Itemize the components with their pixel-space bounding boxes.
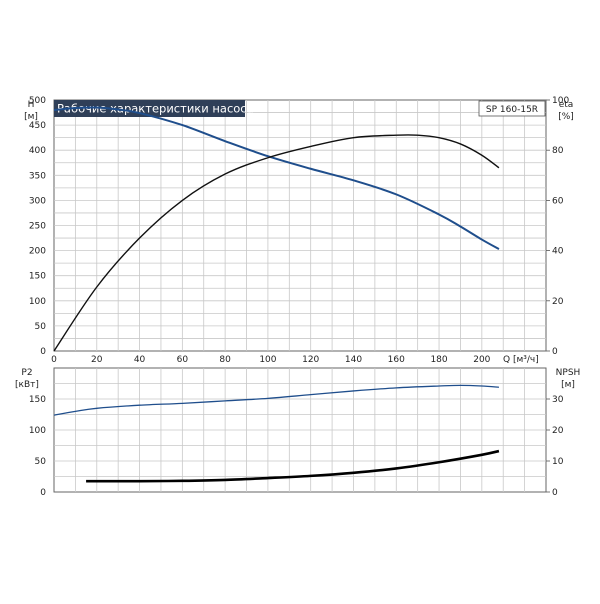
y-left-tick-label: 200 xyxy=(29,247,46,257)
y-left-tick-label: 500 xyxy=(29,96,46,106)
x-tick-label: 40 xyxy=(134,355,146,365)
y-right-tick-label: 0 xyxy=(552,347,558,357)
x-axis-label: Q [м³/ч] xyxy=(503,355,539,365)
x-tick-label: 100 xyxy=(259,355,276,365)
npsh-unit: [м] xyxy=(561,380,575,390)
p2-tick-label: 100 xyxy=(29,426,46,436)
y-left-tick-label: 300 xyxy=(29,196,46,206)
npsh-tick-label: 30 xyxy=(552,395,564,405)
p2-tick-label: 0 xyxy=(40,488,46,498)
npsh-tick-label: 20 xyxy=(552,426,564,436)
y-right-label: eta xyxy=(559,100,574,110)
x-tick-label: 60 xyxy=(177,355,189,365)
top-series xyxy=(53,106,500,352)
y-left-tick-label: 150 xyxy=(29,272,46,282)
y-right-tick-label: 60 xyxy=(552,196,564,206)
p2-tick-label: 150 xyxy=(29,395,46,405)
x-tick-label: 160 xyxy=(388,355,405,365)
chart-title: Рабочие характеристики насоса xyxy=(57,102,254,116)
power-p2-curve xyxy=(53,384,499,416)
y-right-tick-label: 40 xyxy=(552,247,564,257)
x-tick-label: 0 xyxy=(51,355,57,365)
y-left-tick-label: 0 xyxy=(40,347,46,357)
bottom-panel: P2 [кВт] NPSH [м] 0 50 100 150 0 10 20 30 xyxy=(15,367,581,498)
y-right-tick-label: 80 xyxy=(552,146,564,156)
top-grid xyxy=(54,100,546,351)
y-left-label: H xyxy=(28,100,35,110)
top-ticks: 0 20 40 60 80 100 120 140 160 180 2000501001502002… xyxy=(29,96,570,365)
y-right-unit: [%] xyxy=(558,112,574,122)
y-left-tick-label: 250 xyxy=(29,222,46,232)
x-tick-label: 120 xyxy=(302,355,319,365)
model-box xyxy=(478,100,546,117)
y-left-unit: [м] xyxy=(24,112,38,122)
model-label: SP 160-15R xyxy=(486,105,538,115)
p2-unit: [кВт] xyxy=(15,380,39,390)
p2-tick-label: 50 xyxy=(35,457,47,467)
x-tick-label: 80 xyxy=(219,355,231,365)
top-panel: Рабочие характеристики насоса SP 160-15R… xyxy=(24,96,574,365)
efficiency-curve xyxy=(53,134,500,352)
npsh-label: NPSH xyxy=(556,368,581,378)
head-curve xyxy=(53,106,500,250)
y-left-tick-label: 450 xyxy=(29,121,46,131)
npsh-curve xyxy=(86,449,500,483)
bottom-ticks: 0 50 100 150 0 10 20 30 xyxy=(29,395,564,498)
x-tick-label: 200 xyxy=(473,355,490,365)
y-left-tick-label: 350 xyxy=(29,171,46,181)
x-tick-label: 140 xyxy=(345,355,362,365)
title-box xyxy=(54,100,245,117)
p2-label: P2 xyxy=(21,368,32,378)
y-left-tick-label: 400 xyxy=(29,146,46,156)
bottom-series xyxy=(53,384,500,483)
npsh-tick-label: 0 xyxy=(552,488,558,498)
y-right-tick-label: 20 xyxy=(552,297,564,307)
y-right-tick-label: 100 xyxy=(552,96,569,106)
x-tick-label: 20 xyxy=(91,355,103,365)
x-tick-label: 180 xyxy=(430,355,447,365)
bottom-grid xyxy=(54,368,546,492)
y-left-tick-label: 100 xyxy=(29,297,46,307)
npsh-tick-label: 10 xyxy=(552,457,564,467)
y-left-tick-label: 50 xyxy=(35,322,47,332)
